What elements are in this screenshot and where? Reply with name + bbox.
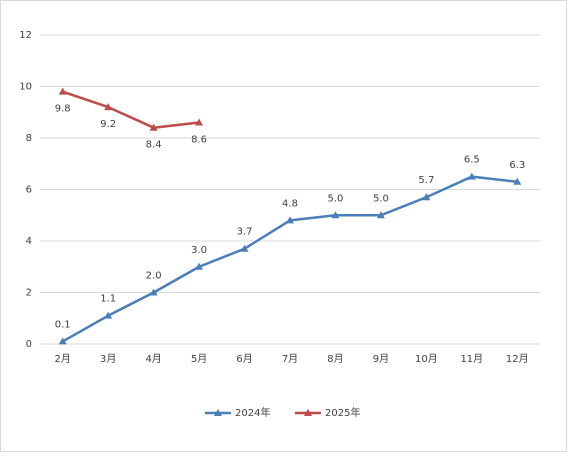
x-tick-label: 7月 (282, 353, 298, 365)
marker (195, 262, 204, 270)
y-tick-label: 4 (26, 236, 32, 247)
marker (376, 211, 385, 219)
data-label: 4.8 (282, 198, 298, 209)
x-tick-label: 9月 (373, 353, 389, 365)
data-label: 9.8 (55, 104, 71, 115)
data-label: 3.0 (191, 245, 207, 256)
x-tick-label: 2月 (55, 353, 71, 365)
data-label: 6.5 (464, 155, 480, 166)
x-tick-label: 5月 (191, 353, 207, 365)
marker (467, 172, 476, 180)
y-tick-label: 0 (26, 339, 32, 350)
y-tick-label: 10 (19, 82, 32, 93)
marker (58, 87, 67, 95)
x-tick-label: 11月 (460, 353, 483, 365)
data-label: 2.0 (146, 271, 162, 282)
data-label: 8.4 (146, 140, 162, 151)
x-tick-label: 6月 (236, 353, 252, 365)
legend-label: 2025年 (325, 406, 360, 419)
legend-label: 2024年 (235, 406, 270, 419)
data-label: 5.0 (373, 193, 389, 204)
data-label: 5.7 (418, 175, 434, 186)
data-label: 0.1 (55, 319, 71, 330)
marker (104, 103, 113, 111)
x-tick-label: 3月 (100, 353, 116, 365)
x-tick-label: 4月 (145, 353, 161, 365)
x-tick-label: 8月 (327, 353, 343, 365)
y-tick-label: 2 (26, 288, 32, 299)
marker (195, 118, 204, 126)
marker (58, 337, 67, 345)
marker (286, 216, 294, 224)
data-label: 1.1 (100, 294, 116, 305)
series-line (62, 90, 200, 129)
marker (513, 177, 522, 185)
y-tick-label: 8 (26, 133, 32, 144)
data-label: 5.0 (328, 193, 344, 204)
marker (331, 211, 340, 219)
legend-marker (304, 409, 312, 416)
marker (104, 311, 113, 319)
data-label: 8.6 (191, 135, 207, 146)
marker (422, 193, 431, 201)
y-tick-label: 12 (19, 30, 32, 41)
marker (240, 244, 249, 252)
x-tick-label: 12月 (506, 353, 529, 365)
x-tick-label: 10月 (415, 353, 438, 365)
y-tick-label: 6 (26, 185, 32, 196)
data-label: 6.3 (509, 160, 525, 171)
marker (149, 123, 158, 131)
data-label: 9.2 (100, 119, 116, 130)
marker (149, 288, 158, 296)
data-label: 3.7 (237, 227, 253, 238)
legend-marker (214, 409, 222, 416)
